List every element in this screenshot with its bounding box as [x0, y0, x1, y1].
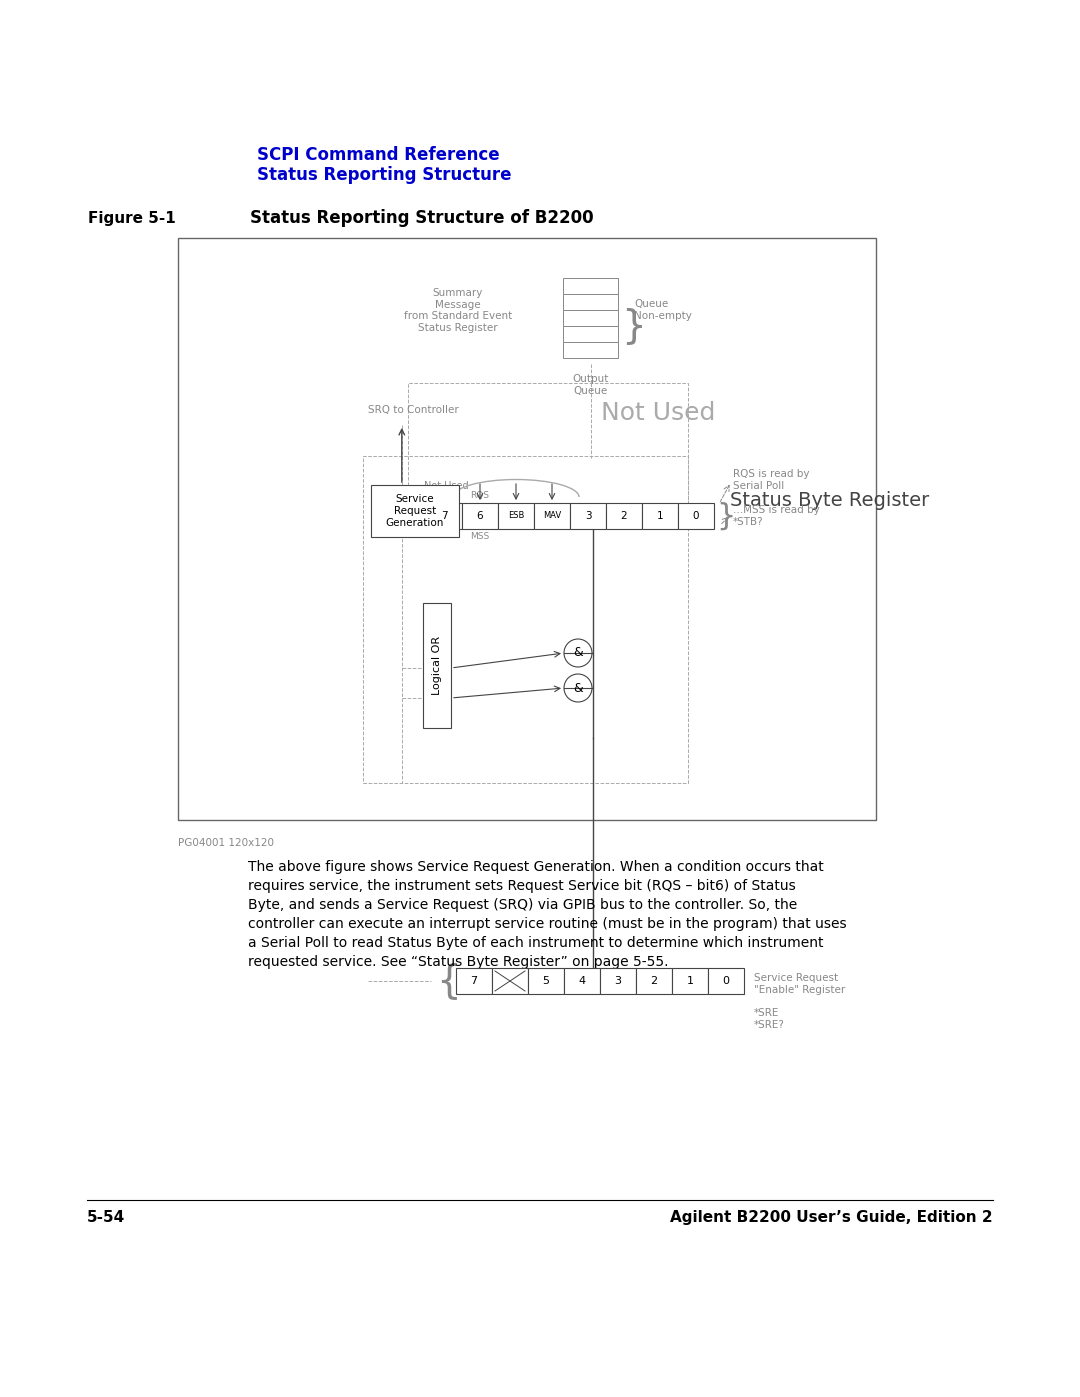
Bar	[672, 968, 708, 995]
Text: Logical OR: Logical OR	[432, 636, 442, 696]
Text: Status Byte Register: Status Byte Register	[730, 490, 929, 510]
Text: 4: 4	[579, 977, 585, 986]
Text: {: {	[399, 502, 418, 531]
Text: SCPI Command Reference: SCPI Command Reference	[257, 147, 500, 163]
Text: 7: 7	[441, 511, 447, 521]
Text: requires service, the instrument sets Request Service bit (RQS – bit6) of Status: requires service, the instrument sets Re…	[248, 879, 796, 893]
Bar	[423, 604, 451, 728]
Text: 0: 0	[692, 511, 699, 521]
Text: requested service. See “Status Byte Register” on page 5-55.: requested service. See “Status Byte Regi…	[248, 956, 669, 970]
Text: 7: 7	[471, 977, 477, 986]
Bar	[642, 503, 678, 529]
Text: ...MSS is read by
*STB?: ...MSS is read by *STB?	[733, 506, 820, 527]
Text: 1: 1	[657, 511, 663, 521]
Text: Output
Queue: Output Queue	[572, 374, 609, 395]
Bar	[563, 342, 618, 358]
Text: SRQ to Controller: SRQ to Controller	[368, 405, 459, 415]
Text: Agilent B2200 User’s Guide, Edition 2: Agilent B2200 User’s Guide, Edition 2	[671, 1210, 993, 1225]
Text: Queue
Non-empty: Queue Non-empty	[634, 299, 692, 321]
Text: a Serial Poll to read Status Byte of each instrument to determine which instrume: a Serial Poll to read Status Byte of eac…	[248, 936, 824, 950]
Text: 2: 2	[621, 511, 627, 521]
Bar	[462, 503, 498, 529]
Bar	[678, 503, 714, 529]
Text: Status Reporting Structure: Status Reporting Structure	[257, 166, 512, 184]
Text: 5: 5	[542, 977, 550, 986]
Text: }: }	[716, 502, 735, 531]
Bar	[636, 968, 672, 995]
Text: 5-54: 5-54	[87, 1210, 125, 1225]
Text: RQS: RQS	[471, 490, 489, 500]
Bar	[372, 485, 459, 536]
Text: ESB: ESB	[508, 511, 524, 521]
Text: Status Reporting Structure of B2200: Status Reporting Structure of B2200	[249, 210, 594, 226]
Bar	[528, 968, 564, 995]
Text: RQS is read by
Serial Poll: RQS is read by Serial Poll	[733, 469, 810, 490]
Bar	[570, 503, 606, 529]
Bar	[178, 237, 876, 820]
Bar	[363, 455, 688, 782]
Bar	[563, 326, 618, 342]
Text: 1: 1	[687, 977, 693, 986]
Bar	[534, 503, 570, 529]
Bar	[426, 503, 462, 529]
Bar	[563, 278, 618, 293]
Text: Service Request
"Enable" Register: Service Request "Enable" Register	[754, 972, 846, 995]
Text: PG04001 120x120: PG04001 120x120	[178, 838, 274, 848]
Text: {: {	[436, 963, 461, 1000]
Text: Service
Request
Generation: Service Request Generation	[386, 495, 444, 528]
Text: Not Used: Not Used	[600, 401, 715, 425]
Bar	[600, 968, 636, 995]
Bar	[564, 968, 600, 995]
Text: Not Used: Not Used	[423, 481, 469, 490]
Text: &: &	[573, 647, 583, 659]
Bar	[498, 503, 534, 529]
Text: Byte, and sends a Service Request (SRQ) via GPIB bus to the controller. So, the: Byte, and sends a Service Request (SRQ) …	[248, 898, 797, 912]
Bar	[408, 383, 688, 522]
Text: The above figure shows Service Request Generation. When a condition occurs that: The above figure shows Service Request G…	[248, 861, 824, 875]
Bar	[492, 968, 528, 995]
Text: Summary
Message
from Standard Event
Status Register: Summary Message from Standard Event Stat…	[404, 288, 512, 332]
Bar	[456, 968, 492, 995]
Bar	[563, 310, 618, 326]
Bar	[606, 503, 642, 529]
Bar	[563, 293, 618, 310]
Text: 2: 2	[650, 977, 658, 986]
Text: MAV: MAV	[543, 511, 562, 521]
Text: Figure 5-1: Figure 5-1	[87, 211, 176, 225]
Text: &: &	[573, 682, 583, 694]
Text: }: }	[621, 307, 646, 345]
Text: MSS: MSS	[471, 532, 489, 541]
Text: controller can execute an interrupt service routine (must be in the program) tha: controller can execute an interrupt serv…	[248, 916, 847, 930]
Text: *SRE
*SRE?: *SRE *SRE?	[754, 1009, 785, 1030]
Bar	[708, 968, 744, 995]
Text: 3: 3	[615, 977, 621, 986]
Text: 0: 0	[723, 977, 729, 986]
Text: 6: 6	[476, 511, 484, 521]
Text: 3: 3	[584, 511, 592, 521]
